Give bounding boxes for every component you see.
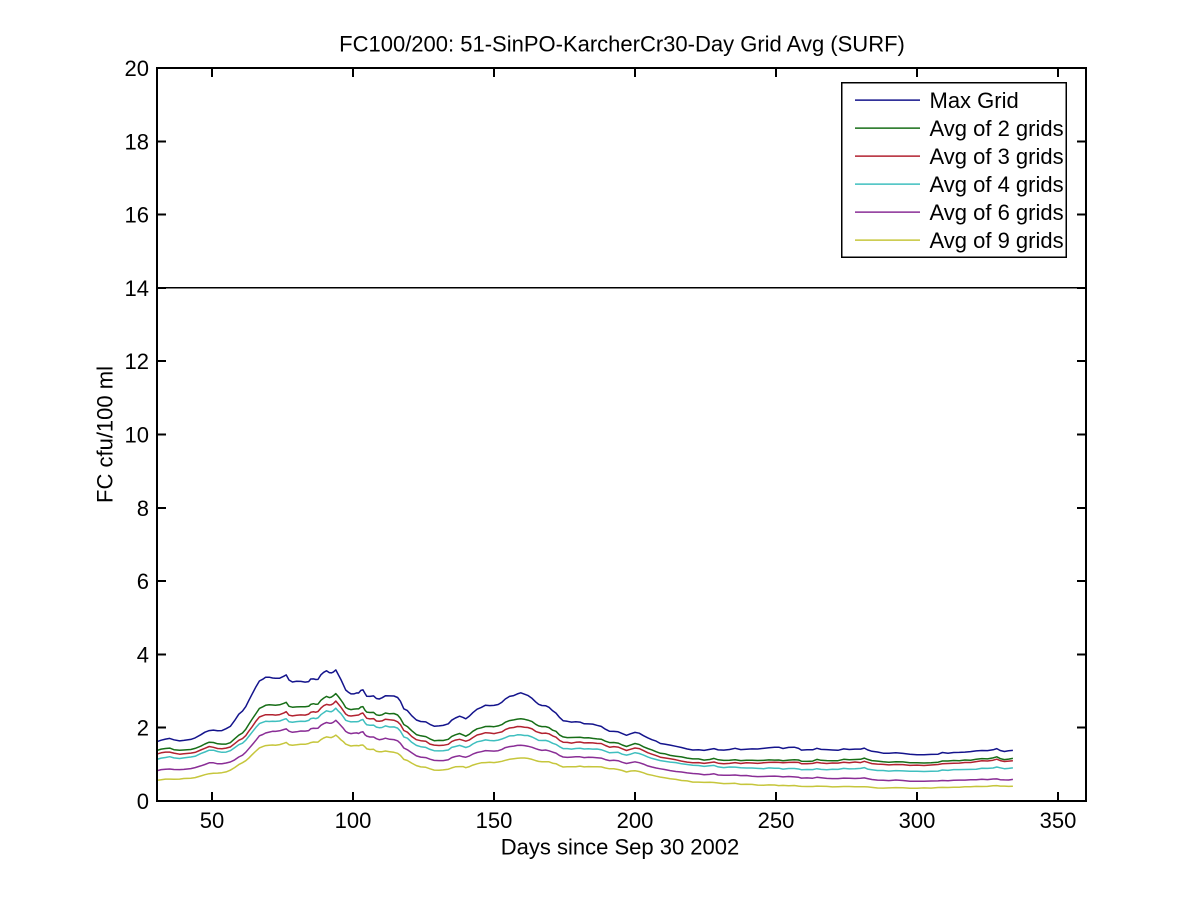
- svg-text:14: 14: [125, 276, 149, 301]
- svg-text:Avg of 6 grids: Avg of 6 grids: [930, 200, 1064, 225]
- svg-text:2: 2: [137, 716, 149, 741]
- svg-text:16: 16: [125, 203, 149, 228]
- svg-text:200: 200: [617, 808, 654, 833]
- svg-text:12: 12: [125, 349, 149, 374]
- svg-text:0: 0: [137, 789, 149, 814]
- svg-text:6: 6: [137, 569, 149, 594]
- svg-text:Avg of 4 grids: Avg of 4 grids: [930, 172, 1064, 197]
- svg-text:Days since Sep 30 2002: Days since Sep 30 2002: [501, 835, 740, 860]
- svg-text:FC cfu/100 ml: FC cfu/100 ml: [93, 366, 118, 503]
- svg-text:Max Grid: Max Grid: [930, 88, 1019, 113]
- svg-text:Avg of 2 grids: Avg of 2 grids: [930, 116, 1064, 141]
- svg-text:250: 250: [758, 808, 795, 833]
- svg-text:20: 20: [125, 56, 149, 81]
- svg-text:Avg of 3 grids: Avg of 3 grids: [930, 144, 1064, 169]
- svg-text:150: 150: [476, 808, 513, 833]
- svg-text:4: 4: [137, 642, 149, 667]
- svg-text:8: 8: [137, 496, 149, 521]
- svg-text:FC100/200: 51-SinPO-KarcherCr3: FC100/200: 51-SinPO-KarcherCr30-Day Grid…: [339, 32, 905, 57]
- svg-text:18: 18: [125, 129, 149, 154]
- svg-text:100: 100: [335, 808, 372, 833]
- svg-text:Avg of 9 grids: Avg of 9 grids: [930, 228, 1064, 253]
- svg-text:300: 300: [899, 808, 936, 833]
- svg-text:350: 350: [1040, 808, 1077, 833]
- svg-text:10: 10: [125, 423, 149, 448]
- svg-text:50: 50: [200, 808, 224, 833]
